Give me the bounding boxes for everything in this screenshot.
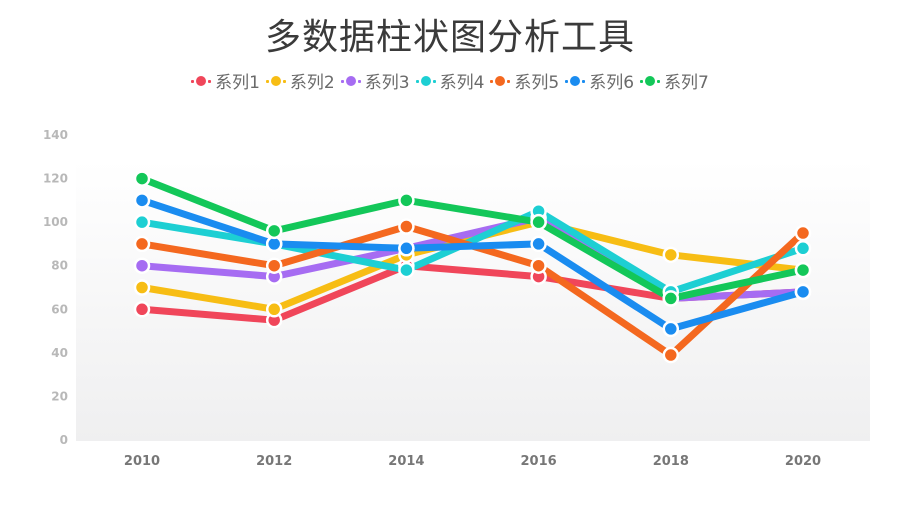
data-point[interactable] (265, 222, 283, 240)
data-point[interactable] (398, 192, 415, 209)
series-line-7[interactable] (140, 175, 804, 302)
x-tick-label: 2014 (388, 454, 424, 469)
data-point[interactable] (530, 213, 547, 231)
data-point[interactable] (133, 235, 151, 253)
data-point[interactable] (794, 240, 812, 257)
legend-dot-icon (265, 75, 286, 87)
y-axis: 0 20 40 60 80 100 120 140 (43, 128, 68, 447)
data-point[interactable] (133, 213, 151, 231)
series-points (133, 170, 812, 364)
data-point[interactable] (398, 240, 415, 257)
x-tick-label: 2020 (785, 454, 821, 469)
data-point[interactable] (794, 283, 812, 301)
legend-dot-icon (565, 75, 586, 87)
legend-dot-icon (340, 75, 361, 87)
y-tick-label: 120 (43, 172, 68, 186)
chart-title: 多数据柱状图分析工具 (264, 17, 635, 58)
legend-dot-icon (640, 75, 661, 87)
data-point[interactable] (662, 290, 680, 307)
legend-item-series6[interactable]: 系列6 (565, 68, 634, 93)
y-tick-label: 80 (51, 259, 68, 273)
data-point[interactable] (530, 257, 547, 274)
data-point[interactable] (265, 301, 283, 318)
series-line-3[interactable] (141, 214, 804, 302)
data-point[interactable] (794, 261, 812, 279)
y-tick-label: 40 (51, 346, 68, 360)
series-lines (140, 175, 806, 359)
legend-item-series4[interactable]: 系列4 (415, 68, 485, 93)
legend-label: 系列7 (664, 73, 709, 93)
y-tick-label: 140 (43, 128, 68, 142)
x-tick-label: 2010 (124, 454, 160, 469)
legend-item-series3[interactable]: 系列3 (340, 68, 410, 93)
data-point[interactable] (398, 218, 415, 235)
legend-label: 系列3 (364, 73, 410, 93)
legend-dot-icon (490, 75, 511, 87)
series-line-6[interactable] (140, 197, 804, 333)
data-point[interactable] (133, 257, 151, 274)
legend-dot-icon (415, 75, 436, 87)
data-point[interactable] (265, 257, 283, 274)
data-point[interactable] (662, 320, 680, 338)
data-point[interactable] (662, 246, 680, 264)
y-tick-label: 100 (43, 215, 68, 229)
legend-item-series1[interactable]: 系列1 (191, 68, 260, 93)
data-point[interactable] (133, 192, 151, 209)
data-point[interactable] (794, 224, 812, 242)
data-point[interactable] (133, 301, 151, 318)
data-point[interactable] (398, 261, 415, 279)
legend-label: 系列5 (514, 73, 560, 93)
y-tick-label: 20 (51, 389, 68, 403)
data-point[interactable] (662, 346, 680, 364)
chart-legend: 系列1 系列2 系列3 系列4 系列5 系列6 系列7 (0, 68, 900, 93)
x-tick-label: 2018 (653, 454, 689, 469)
y-tick-label: 60 (51, 302, 68, 316)
legend-dot-icon (191, 75, 212, 87)
legend-label: 系列6 (589, 73, 635, 93)
x-axis: 2010 2012 2014 2016 2018 2020 (124, 454, 821, 469)
x-tick-label: 2016 (521, 454, 557, 469)
legend-item-series7[interactable]: 系列7 (640, 68, 709, 93)
data-point[interactable] (133, 279, 151, 296)
legend-item-series2[interactable]: 系列2 (265, 68, 335, 93)
x-tick-label: 2012 (256, 454, 292, 469)
legend-label: 系列4 (439, 73, 485, 93)
legend-label: 系列1 (215, 73, 260, 93)
data-point[interactable] (133, 170, 151, 187)
legend-label: 系列2 (289, 73, 335, 93)
legend-item-series5[interactable]: 系列5 (490, 68, 559, 93)
y-tick-label: 0 (60, 433, 68, 447)
data-point[interactable] (530, 235, 547, 253)
